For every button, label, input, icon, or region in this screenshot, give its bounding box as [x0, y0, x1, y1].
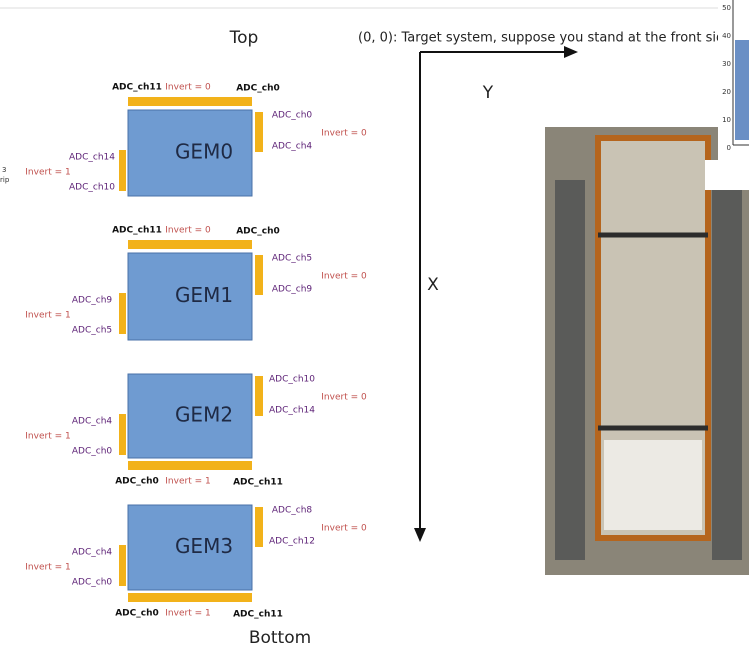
- right-bar-lower: ADC_ch12: [269, 537, 315, 547]
- inset-bg: [705, 160, 749, 190]
- h-bar: [128, 97, 252, 106]
- white-panel: [604, 440, 702, 530]
- right-bar-upper: ADC_ch0: [272, 111, 313, 121]
- h-bar: [128, 593, 252, 602]
- left-bar-lower: ADC_ch0: [72, 447, 113, 457]
- inset-heat: [735, 40, 749, 140]
- right-bar: [255, 507, 263, 547]
- y-label: Y: [482, 83, 494, 103]
- right-bar-invert: Invert = 0: [321, 129, 367, 139]
- inset-tick: 30: [722, 60, 731, 68]
- gem-box: [127, 109, 253, 197]
- left-bar: [119, 414, 126, 455]
- left-bar: [119, 545, 126, 586]
- h-bar-right: ADC_ch0: [236, 227, 280, 237]
- gem-box: [127, 504, 253, 591]
- h-bar-left: ADC_ch11: [112, 226, 162, 236]
- h-bar-invert: Invert = 1: [165, 477, 210, 487]
- inset-tick: 10: [722, 116, 731, 124]
- h-bar: [128, 461, 252, 470]
- h-bar-invert: Invert = 0: [165, 226, 211, 236]
- inset-tick: 40: [722, 32, 731, 40]
- h-bar-left: ADC_ch0: [115, 477, 159, 487]
- right-bar-lower: ADC_ch14: [269, 406, 315, 416]
- right-bar-invert: Invert = 0: [321, 272, 367, 282]
- right-bar-upper: ADC_ch5: [272, 254, 312, 264]
- left-bar-lower: ADC_ch0: [72, 578, 113, 588]
- gem-box: [127, 252, 253, 341]
- cables: [555, 180, 585, 560]
- left-bar-invert: Invert = 1: [25, 563, 70, 573]
- h-bar-invert: Invert = 1: [165, 609, 210, 619]
- left-bar: [119, 293, 126, 334]
- left-bar-upper: ADC_ch4: [72, 417, 113, 427]
- right-bar-upper: ADC_ch10: [269, 375, 315, 385]
- photo: [545, 127, 749, 575]
- right-bar: [255, 112, 263, 152]
- edge-text: rip: [0, 176, 10, 184]
- h-bar-right: ADC_ch11: [233, 610, 283, 620]
- h-bar-left: ADC_ch0: [115, 609, 159, 619]
- left-bar-upper: ADC_ch9: [72, 296, 113, 306]
- gem-name: GEM2: [175, 403, 233, 427]
- origin-note: (0, 0): Target system, suppose you stand…: [358, 31, 736, 46]
- inset-tick: 20: [722, 88, 731, 96]
- edge-text: 3: [2, 166, 6, 174]
- right-bar: [255, 255, 263, 295]
- bottom-label: Bottom: [249, 628, 311, 648]
- inset-plot: [705, 0, 749, 190]
- cables: [712, 180, 742, 560]
- h-bar-right: ADC_ch0: [236, 84, 280, 94]
- left-bar: [119, 150, 126, 191]
- left-bar-invert: Invert = 1: [25, 311, 70, 321]
- right-bar-invert: Invert = 0: [321, 393, 367, 403]
- top-label: Top: [229, 28, 259, 48]
- right-bar-upper: ADC_ch8: [272, 506, 313, 516]
- left-bar-upper: ADC_ch14: [69, 153, 115, 163]
- left-bar-lower: ADC_ch5: [72, 326, 112, 336]
- inset-tick: 50: [722, 4, 731, 12]
- gem-box: [127, 373, 253, 459]
- h-bar-invert: Invert = 0: [165, 83, 211, 93]
- right-bar-invert: Invert = 0: [321, 524, 367, 534]
- gem-name: GEM3: [175, 534, 233, 558]
- left-bar-invert: Invert = 1: [25, 432, 70, 442]
- inset-tick: 0: [727, 144, 731, 152]
- right-bar-lower: ADC_ch4: [272, 142, 313, 152]
- x-arrowhead: [414, 528, 426, 542]
- h-bar: [128, 240, 252, 249]
- y-arrowhead: [564, 46, 578, 58]
- gem-name: GEM0: [175, 140, 233, 164]
- right-bar-lower: ADC_ch9: [272, 285, 313, 295]
- h-bar-left: ADC_ch11: [112, 83, 162, 93]
- left-bar-invert: Invert = 1: [25, 168, 70, 178]
- left-bar-lower: ADC_ch10: [69, 183, 115, 193]
- left-bar-upper: ADC_ch4: [72, 548, 113, 558]
- h-bar-right: ADC_ch11: [233, 478, 283, 488]
- right-bar: [255, 376, 263, 416]
- x-label: X: [427, 275, 439, 295]
- gem-name: GEM1: [175, 283, 233, 307]
